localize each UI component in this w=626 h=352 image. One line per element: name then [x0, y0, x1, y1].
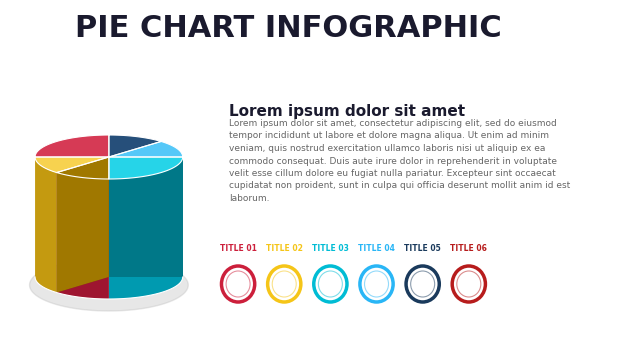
Polygon shape — [57, 157, 109, 293]
Polygon shape — [109, 157, 183, 277]
Polygon shape — [35, 135, 109, 157]
Text: TITLE 01: TITLE 01 — [220, 244, 257, 253]
Polygon shape — [109, 142, 183, 157]
Polygon shape — [57, 157, 109, 293]
Polygon shape — [109, 157, 183, 179]
Polygon shape — [35, 157, 109, 172]
Polygon shape — [109, 157, 183, 299]
Polygon shape — [57, 172, 109, 299]
Polygon shape — [57, 157, 109, 179]
Text: Lorem ipsum dolor sit amet: Lorem ipsum dolor sit amet — [229, 104, 465, 119]
Polygon shape — [35, 157, 57, 293]
Text: PIE CHART INFOGRAPHIC: PIE CHART INFOGRAPHIC — [76, 14, 502, 43]
Text: TITLE 05: TITLE 05 — [404, 244, 441, 253]
Polygon shape — [109, 157, 183, 277]
Text: TITLE 02: TITLE 02 — [266, 244, 303, 253]
Text: TITLE 06: TITLE 06 — [450, 244, 487, 253]
Text: Lorem ipsum dolor sit amet, consectetur adipiscing elit, sed do eiusmod
tempor i: Lorem ipsum dolor sit amet, consectetur … — [229, 119, 570, 203]
Polygon shape — [109, 135, 161, 157]
Polygon shape — [29, 259, 188, 311]
Text: TITLE 03: TITLE 03 — [312, 244, 349, 253]
Text: TITLE 04: TITLE 04 — [358, 244, 395, 253]
